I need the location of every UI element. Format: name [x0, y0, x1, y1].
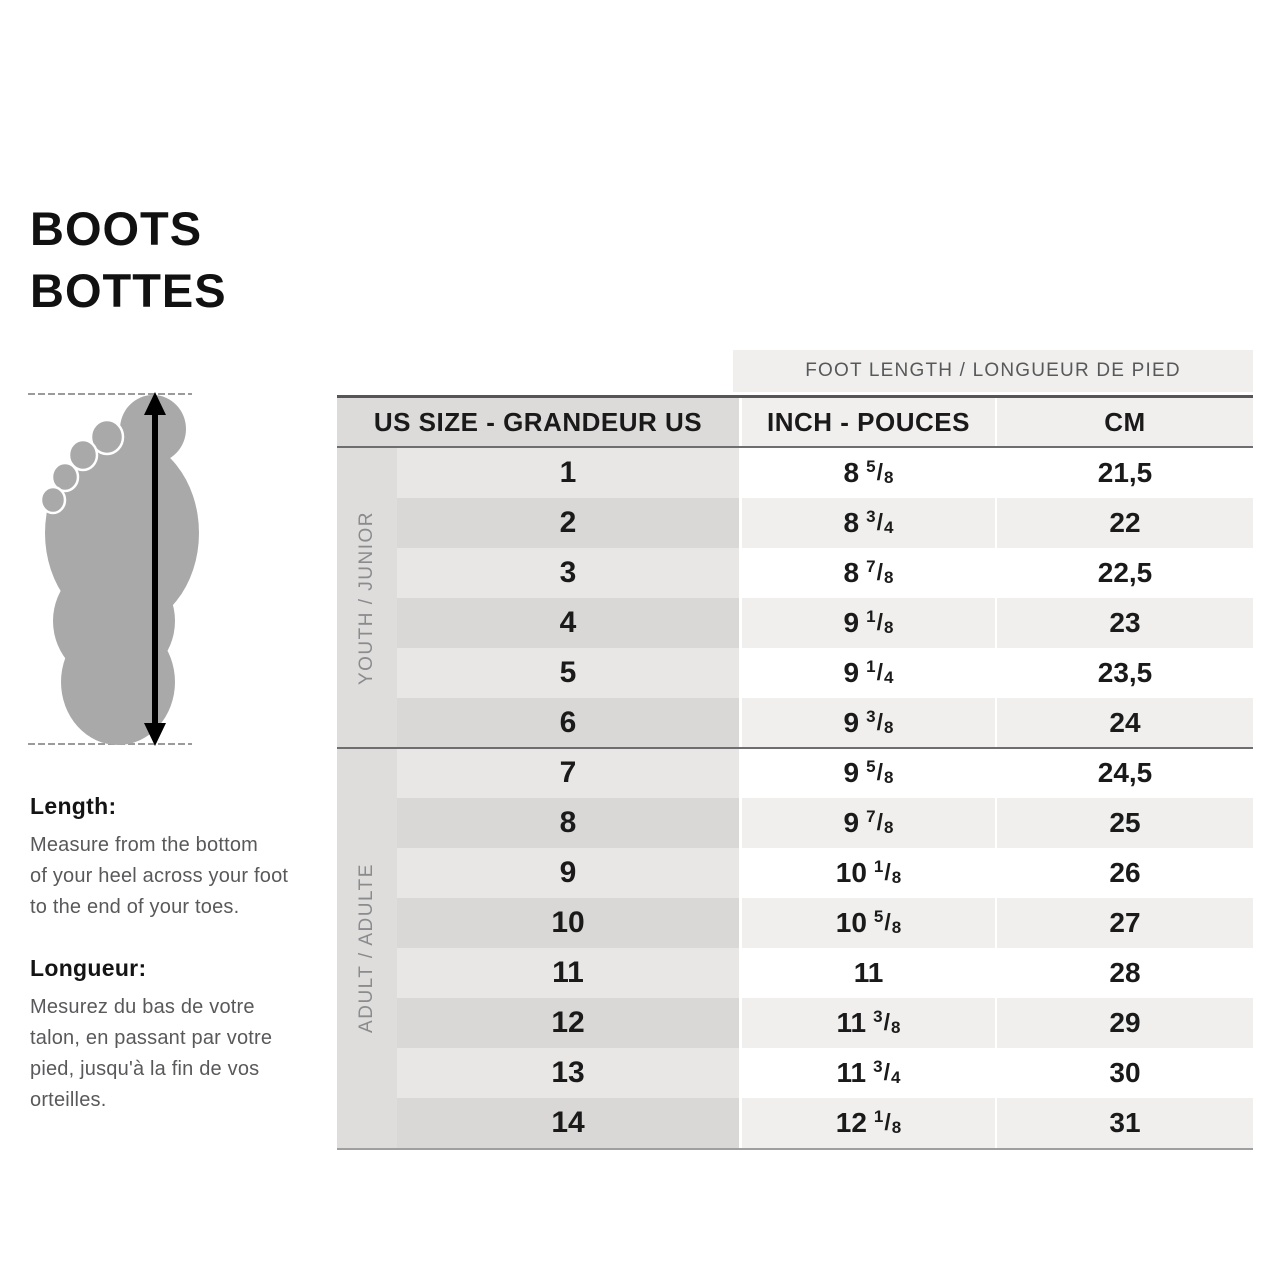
inch-fraction: 7/8: [866, 806, 894, 837]
foot-measurement-diagram: [28, 392, 199, 746]
us-size-cell: 5: [397, 648, 739, 698]
inch-cell: 8 5/8: [742, 448, 995, 498]
us-size-cell: 12: [397, 998, 739, 1048]
inch-cell: 11 3/4: [742, 1048, 995, 1098]
table-row: 3 8 7/8 22,5: [397, 548, 1253, 598]
cm-cell: 27: [997, 898, 1253, 948]
inch-fraction: 1/8: [866, 606, 894, 637]
cm-cell: 22: [997, 498, 1253, 548]
inch-fraction: 3/4: [873, 1056, 901, 1087]
row-group-cell: YOUTH / JUNIOR: [337, 448, 397, 748]
inch-cell: 8 3/4: [742, 498, 995, 548]
inch-cell: 10 5/8: [742, 898, 995, 948]
us-size-cell: 4: [397, 598, 739, 648]
cm-cell: 22,5: [997, 548, 1253, 598]
cm-cell: 23,5: [997, 648, 1253, 698]
length-note-body: Measure from the bottom of your heel acr…: [30, 834, 289, 918]
table-row: 2 8 3/4 22: [397, 498, 1253, 548]
column-header-inch: INCH - POUCES: [742, 398, 995, 446]
table-row: 1 8 5/8 21,5: [397, 448, 1253, 498]
inch-cell: 10 1/8: [742, 848, 995, 898]
us-size-cell: 1: [397, 448, 739, 498]
inch-fraction: 5/8: [866, 456, 894, 487]
cm-cell: 25: [997, 798, 1253, 848]
us-size-cell: 13: [397, 1048, 739, 1098]
table-row: 9 10 1/8 26: [397, 848, 1253, 898]
page-title: BOOTS BOTTES: [30, 198, 227, 322]
us-size-cell: 8: [397, 798, 739, 848]
size-table: FOOT LENGTH / LONGUEUR DE PIED US SIZE -…: [337, 350, 1253, 1150]
column-header-us-size: US SIZE - GRANDEUR US: [337, 398, 739, 446]
cm-cell: 21,5: [997, 448, 1253, 498]
inch-cell: 11 3/8: [742, 998, 995, 1048]
cm-cell: 30: [997, 1048, 1253, 1098]
inch-fraction: 5/8: [866, 756, 894, 787]
inch-cell: 9 3/8: [742, 698, 995, 748]
inch-fraction: 7/8: [866, 556, 894, 587]
foot-outline-icon: [39, 395, 199, 745]
table-row: 6 9 3/8 24: [397, 698, 1253, 748]
inch-fraction: 1/8: [873, 856, 902, 887]
longueur-note-body: Mesurez du bas de votre talon, en passan…: [30, 996, 273, 1111]
inch-cell: 9 7/8: [742, 798, 995, 848]
page-title-fr: BOTTES: [30, 264, 227, 317]
us-size-cell: 3: [397, 548, 739, 598]
table-row: 4 9 1/8 23: [397, 598, 1253, 648]
inch-fraction: 3/4: [866, 506, 894, 537]
column-header-cm: CM: [997, 398, 1253, 446]
cm-cell: 24,5: [997, 748, 1253, 798]
table-body: YOUTH / JUNIOR 1 8 5/8 21,5 2 8 3/4 22 3 8 7/8 22,5 4…: [337, 448, 1253, 1150]
table-row: 12 11 3/8 29: [397, 998, 1253, 1048]
cm-cell: 29: [997, 998, 1253, 1048]
table-row: 11 11 28: [397, 948, 1253, 998]
table-row: 5 9 1/4 23,5: [397, 648, 1253, 698]
cm-cell: 31: [997, 1098, 1253, 1148]
row-group-cell: ADULT / ADULTE: [337, 748, 397, 1148]
us-size-cell: 14: [397, 1098, 739, 1148]
page-title-en: BOOTS: [30, 202, 203, 255]
table-row: 8 9 7/8 25: [397, 798, 1253, 848]
foot-length-band-label: FOOT LENGTH / LONGUEUR DE PIED: [805, 360, 1181, 381]
measurement-arrow-icon: [144, 392, 166, 746]
longueur-note-heading: Longueur:: [30, 955, 147, 981]
inch-cell: 8 7/8: [742, 548, 995, 598]
longueur-note: Longueur: Mesurez du bas de votre talon,…: [30, 955, 330, 1116]
inch-fraction: 1/4: [866, 656, 894, 687]
us-size-cell: 9: [397, 848, 739, 898]
inch-fraction: 5/8: [873, 906, 902, 937]
table-row: 10 10 5/8 27: [397, 898, 1253, 948]
foot-length-band: FOOT LENGTH / LONGUEUR DE PIED: [733, 350, 1253, 392]
inch-cell: 9 5/8: [742, 748, 995, 798]
inch-cell: 12 1/8: [742, 1098, 995, 1148]
us-size-cell: 11: [397, 948, 739, 998]
inch-fraction: 1/8: [873, 1106, 902, 1137]
table-row: 14 12 1/8 31: [397, 1098, 1253, 1148]
length-note-heading: Length:: [30, 793, 117, 819]
inch-cell: 9 1/4: [742, 648, 995, 698]
row-group-label: YOUTH / JUNIOR: [356, 510, 377, 686]
us-size-cell: 2: [397, 498, 739, 548]
inch-cell: 11: [742, 948, 995, 998]
us-size-cell: 7: [397, 748, 739, 798]
inch-fraction: 3/8: [873, 1006, 901, 1037]
cm-cell: 23: [997, 598, 1253, 648]
inch-cell: 9 1/8: [742, 598, 995, 648]
us-size-cell: 10: [397, 898, 739, 948]
length-note: Length: Measure from the bottom of your …: [30, 793, 330, 923]
us-size-cell: 6: [397, 698, 739, 748]
inch-fraction: 3/8: [866, 706, 894, 737]
group-divider-line: [337, 747, 1253, 749]
row-group-label: ADULT / ADULTE: [356, 863, 377, 1033]
table-row: 13 11 3/4 30: [397, 1048, 1253, 1098]
cm-cell: 24: [997, 698, 1253, 748]
table-header-row: US SIZE - GRANDEUR US INCH - POUCES CM: [337, 395, 1253, 448]
table-row: 7 9 5/8 24,5: [397, 748, 1253, 798]
cm-cell: 28: [997, 948, 1253, 998]
cm-cell: 26: [997, 848, 1253, 898]
